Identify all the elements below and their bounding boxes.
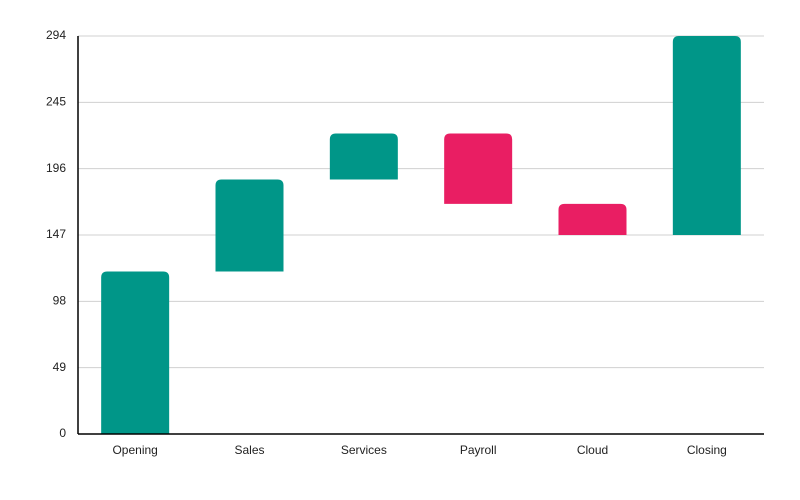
- x-tick-label: Sales: [234, 443, 264, 457]
- x-tick-label: Opening: [112, 443, 157, 457]
- bar: [329, 133, 398, 180]
- bar: [444, 133, 513, 204]
- y-tick-label: 147: [46, 227, 66, 241]
- bar: [672, 36, 741, 235]
- x-tick-label: Closing: [687, 443, 727, 457]
- x-tick-label: Cloud: [577, 443, 608, 457]
- x-tick-label: Services: [341, 443, 387, 457]
- bar: [101, 271, 170, 434]
- y-tick-label: 49: [53, 360, 67, 374]
- y-tick-label: 294: [46, 28, 66, 42]
- bar: [215, 179, 284, 272]
- y-tick-label: 245: [46, 95, 66, 109]
- x-tick-label: Payroll: [460, 443, 497, 457]
- y-tick-label: 196: [46, 161, 66, 175]
- y-tick-label: 0: [59, 426, 66, 440]
- bar: [558, 203, 627, 235]
- y-tick-label: 98: [53, 294, 67, 308]
